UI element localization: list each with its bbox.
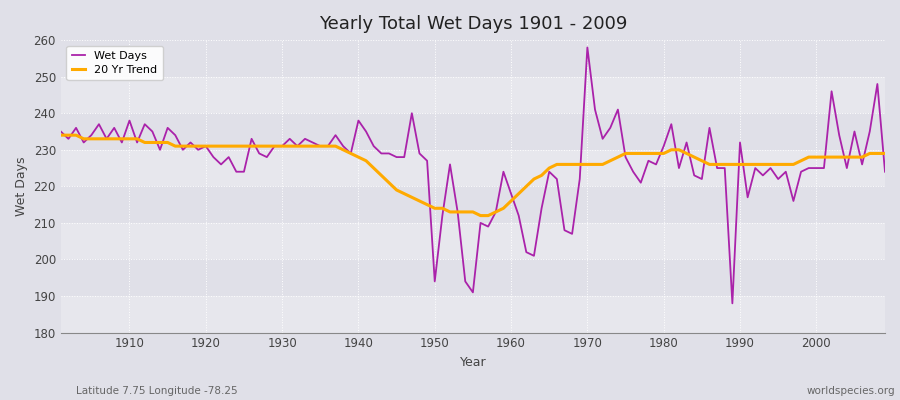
Text: Latitude 7.75 Longitude -78.25: Latitude 7.75 Longitude -78.25 [76, 386, 238, 396]
20 Yr Trend [116, 136, 127, 141]
Bar [61, 77, 885, 113]
Bar [61, 296, 885, 332]
Wet Days [879, 169, 890, 174]
Line: 20 Yr Trend: 20 Yr Trend [61, 135, 885, 216]
Wet Days [605, 126, 616, 130]
Bar [61, 223, 885, 260]
20 Yr Trend [506, 198, 517, 203]
20 Yr Trend [284, 144, 295, 148]
Wet Days [506, 191, 517, 196]
Wet Days [498, 169, 508, 174]
20 Yr Trend [475, 213, 486, 218]
Wet Days [330, 133, 341, 138]
X-axis label: Year: Year [460, 356, 486, 369]
Wet Days [582, 45, 593, 50]
Title: Yearly Total Wet Days 1901 - 2009: Yearly Total Wet Days 1901 - 2009 [319, 15, 627, 33]
Legend: Wet Days, 20 Yr Trend: Wet Days, 20 Yr Trend [67, 46, 163, 80]
Wet Days [727, 301, 738, 306]
Bar [61, 150, 885, 186]
20 Yr Trend [330, 144, 341, 148]
Text: worldspecies.org: worldspecies.org [807, 386, 896, 396]
20 Yr Trend [513, 191, 524, 196]
Wet Days [116, 140, 127, 145]
Line: Wet Days: Wet Days [61, 48, 885, 303]
20 Yr Trend [879, 151, 890, 156]
20 Yr Trend [605, 158, 616, 163]
Wet Days [56, 129, 67, 134]
Y-axis label: Wet Days: Wet Days [15, 156, 28, 216]
20 Yr Trend [56, 133, 67, 138]
Wet Days [284, 136, 295, 141]
